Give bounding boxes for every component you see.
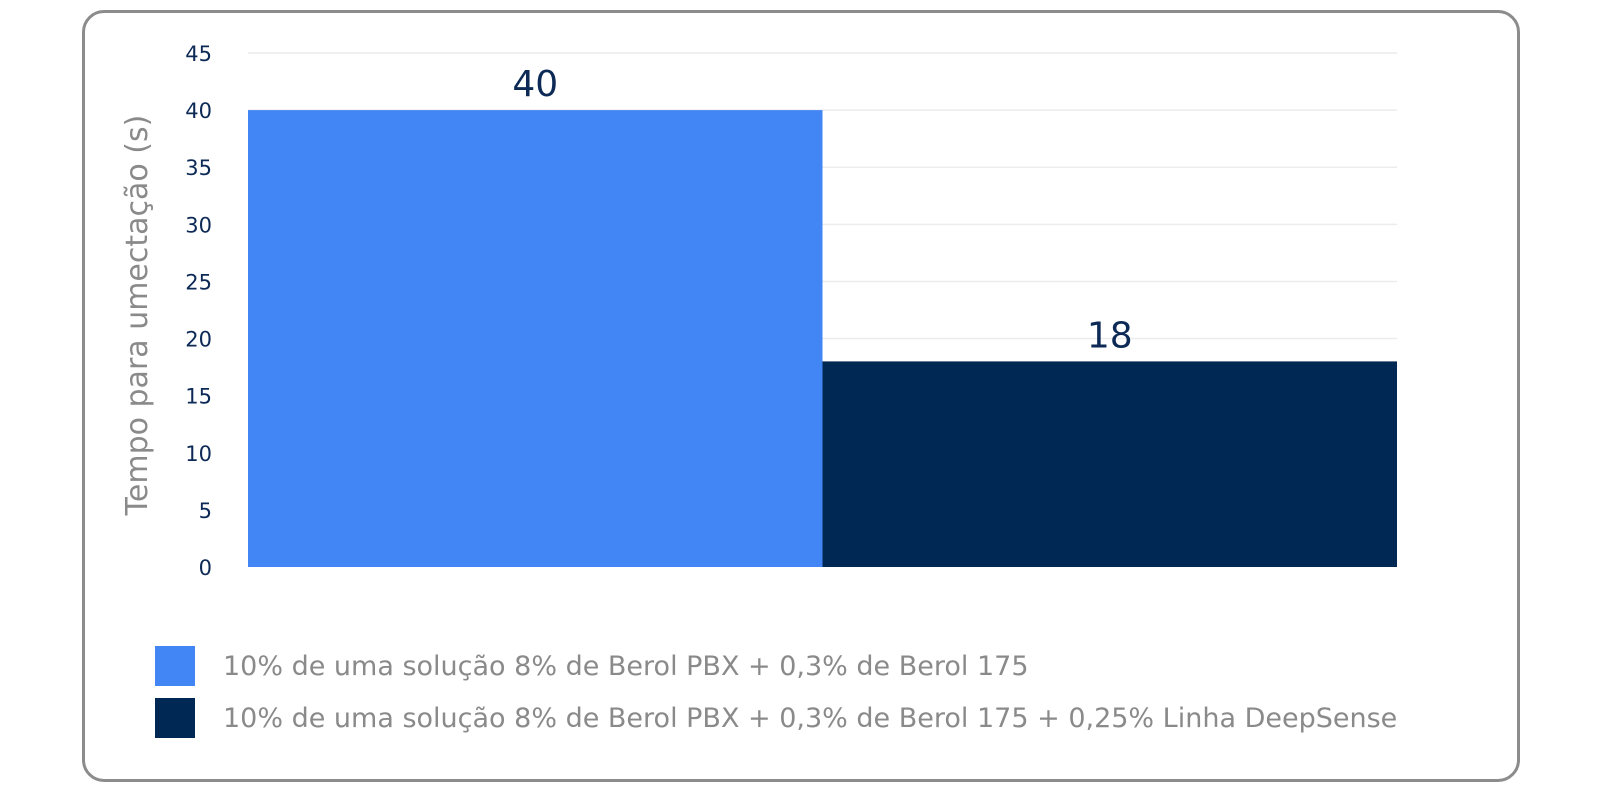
bar-2 <box>822 361 1397 567</box>
y-tick-label: 20 <box>185 328 212 352</box>
legend-label-2: 10% de uma solução 8% de Berol PBX + 0,3… <box>223 702 1398 734</box>
legend-item: 10% de uma solução 8% de Berol PBX + 0,3… <box>155 640 1397 692</box>
legend-label-1: 10% de uma solução 8% de Berol PBX + 0,3… <box>223 650 1029 682</box>
data-labels: 40 18 <box>512 64 1132 356</box>
bars <box>248 110 1397 567</box>
y-tick-label: 30 <box>185 213 212 237</box>
y-tick-label: 45 <box>185 42 212 66</box>
legend-item: 10% de uma solução 8% de Berol PBX + 0,3… <box>155 692 1397 744</box>
y-axis-ticks: 0 5 10 15 20 25 30 35 40 45 <box>185 42 212 580</box>
y-tick-label: 10 <box>185 442 212 466</box>
y-tick-label: 35 <box>185 156 212 180</box>
data-label-1: 40 <box>512 64 558 105</box>
legend: 10% de uma solução 8% de Berol PBX + 0,3… <box>155 640 1397 744</box>
y-tick-label: 40 <box>185 99 212 123</box>
legend-swatch-2 <box>155 698 195 738</box>
y-tick-label: 15 <box>185 385 212 409</box>
y-axis-label: Tempo para umectação (s) <box>120 115 155 517</box>
y-tick-label: 25 <box>185 270 212 294</box>
legend-swatch-1 <box>155 646 195 686</box>
bar-1 <box>248 110 823 567</box>
data-label-2: 18 <box>1087 315 1133 356</box>
y-tick-label: 5 <box>199 499 212 523</box>
y-tick-label: 0 <box>199 556 212 580</box>
